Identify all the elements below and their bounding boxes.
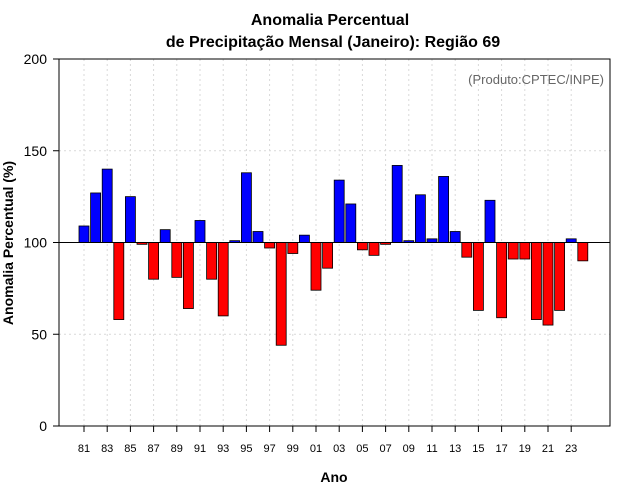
x-tick-label: 89 (171, 443, 183, 455)
x-tick-label: 03 (333, 443, 345, 455)
bar-92 (206, 242, 218, 280)
bar-01 (310, 242, 322, 291)
y-axis: 0 50 100 150 200 (24, 51, 59, 434)
x-tick-label: 19 (519, 443, 531, 455)
x-tick-label: 21 (542, 443, 554, 455)
bar-81 (78, 225, 90, 243)
grid-lines (59, 59, 610, 426)
bar-82 (90, 192, 101, 243)
bar-23 (565, 238, 577, 243)
y-tick-label: 150 (24, 143, 48, 159)
x-tick-label: 97 (263, 443, 275, 455)
bar-84 (113, 242, 125, 320)
x-axis: 81 83 85 87 89 91 93 95 97 99 01 03 05 07 09 11 13 15 17 19… (78, 426, 577, 455)
y-tick-label: 100 (24, 235, 48, 251)
bar-18 (507, 242, 519, 260)
x-tick-label: 09 (403, 443, 415, 455)
bar-96 (252, 231, 264, 243)
bar-83 (101, 168, 113, 243)
bar-06 (368, 242, 380, 256)
bar-13 (449, 231, 461, 243)
plot-frame (58, 58, 611, 427)
bar-89 (171, 242, 183, 278)
bar-00 (298, 234, 310, 243)
bars (78, 165, 589, 346)
y-tick-label: 50 (31, 326, 47, 342)
chart-title: Anomalia Percentual (251, 12, 409, 29)
bar-21 (542, 242, 554, 326)
bar-99 (287, 242, 299, 254)
x-tick-label: 87 (147, 443, 159, 455)
bar-24 (577, 242, 589, 262)
bar-11 (426, 238, 438, 243)
x-tick-label: 23 (565, 443, 577, 455)
bar-03 (333, 179, 345, 243)
credit-label: (Produto:CPTEC/INPE) (468, 72, 604, 87)
bar-90 (182, 242, 194, 309)
x-tick-label: 83 (101, 443, 113, 455)
bar-20 (531, 242, 542, 320)
bar-16 (484, 199, 496, 243)
bar-22 (554, 242, 565, 311)
x-tick-label: 13 (449, 443, 461, 455)
bar-12 (438, 176, 450, 243)
x-tick-label: 05 (356, 443, 368, 455)
bar-15 (472, 242, 484, 311)
bar-98 (275, 242, 287, 346)
x-tick-label: 93 (217, 443, 229, 455)
bar-19 (519, 242, 531, 260)
bar-17 (496, 242, 508, 319)
bar-05 (356, 242, 368, 251)
x-tick-label: 95 (240, 443, 252, 455)
bar-95 (240, 172, 252, 243)
bar-91 (194, 220, 206, 243)
bar-85 (125, 196, 136, 243)
x-tick-label: 81 (78, 443, 90, 455)
bar-10 (414, 194, 426, 243)
x-tick-label: 01 (310, 443, 322, 455)
x-tick-label: 91 (194, 443, 206, 455)
y-axis-label: Anomalia Percentual (%) (0, 161, 16, 325)
x-tick-label: 11 (426, 443, 437, 455)
bar-88 (159, 229, 171, 243)
x-axis-label: Ano (320, 469, 347, 485)
y-tick-label: 0 (39, 418, 47, 434)
x-tick-label: 15 (472, 443, 484, 455)
bar-08 (391, 165, 403, 243)
x-tick-label: 85 (124, 443, 136, 455)
bar-02 (322, 242, 334, 269)
chart-subtitle: de Precipitação Mensal (Janeiro): Região… (166, 34, 500, 51)
bar-04 (345, 203, 357, 243)
bar-87 (148, 242, 160, 280)
bar-97 (264, 242, 276, 249)
x-tick-label: 99 (287, 443, 299, 455)
x-tick-label: 07 (379, 443, 391, 455)
bar-14 (461, 242, 473, 258)
y-tick-label: 200 (24, 51, 48, 67)
x-tick-label: 17 (495, 443, 507, 455)
bar-93 (217, 242, 229, 317)
